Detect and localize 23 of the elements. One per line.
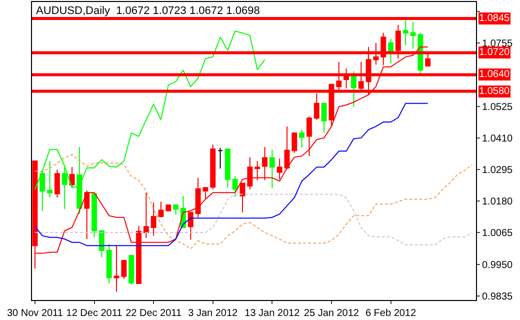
y-tick-label: 1.0065 xyxy=(482,228,514,240)
line-series xyxy=(34,154,473,250)
ref-line-label: 1.0720 xyxy=(479,47,510,58)
ref-line-label: 1.0640 xyxy=(479,69,510,80)
ref-line-label: 1.0845 xyxy=(479,13,510,24)
x-tick-label: 25 Jan 2012 xyxy=(304,308,360,319)
candlestick xyxy=(166,204,172,212)
x-tick-label: 12 Dec 2011 xyxy=(66,308,123,319)
x-tick-label: 30 Nov 2011 xyxy=(6,308,64,319)
y-tick-label: 1.0525 xyxy=(482,102,514,113)
y-tick-label: 1.0180 xyxy=(482,196,514,208)
x-tick-label: 3 Jan 2012 xyxy=(188,308,238,319)
candlestick xyxy=(114,245,120,292)
candlestick xyxy=(254,160,260,181)
x-tick-label: 13 Jan 2012 xyxy=(244,308,300,319)
y-tick-label: 0.9950 xyxy=(482,260,514,271)
y-tick-label: 1.0410 xyxy=(482,133,514,144)
y-tick-label: 0.9835 xyxy=(482,291,514,302)
x-tick-label: 22 Dec 2011 xyxy=(126,308,182,319)
x-tick-label: 6 Feb 2012 xyxy=(365,308,416,319)
ref-line-label: 1.0580 xyxy=(479,86,510,97)
y-tick-label: 1.0295 xyxy=(482,165,514,176)
chart-title: AUDUSD,Daily 1.0672 1.0723 1.0672 1.0698 xyxy=(36,5,260,17)
